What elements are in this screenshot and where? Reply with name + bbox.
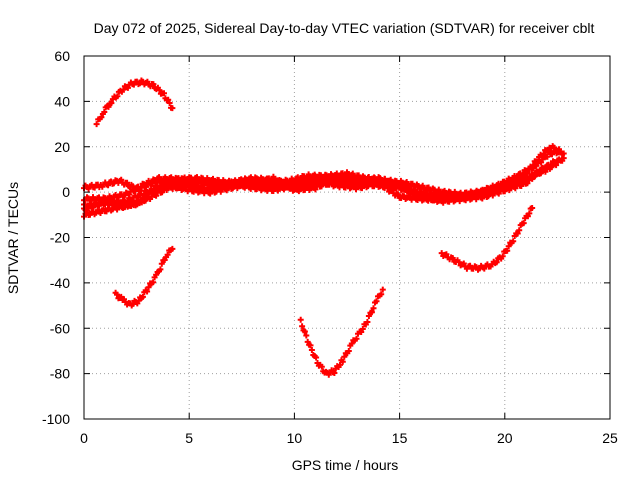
series-arc-1 xyxy=(93,77,176,128)
series-markers xyxy=(93,77,176,128)
x-tick-label: 5 xyxy=(185,430,193,446)
y-tick-label: -20 xyxy=(50,230,70,246)
axis-ticks: 0 5 10 15 20 25 -100 -80 -60 -40 -20 0 20 40 60 xyxy=(42,48,618,446)
y-tick-label: 20 xyxy=(54,139,70,155)
series-arc-3 xyxy=(297,286,386,378)
series-arc-2 xyxy=(112,245,176,309)
series-arc-4 xyxy=(438,205,536,273)
chart-title: Day 072 of 2025, Sidereal Day-to-day VTE… xyxy=(94,20,595,36)
series-markers xyxy=(81,161,555,210)
y-tick-label: 60 xyxy=(54,48,70,64)
y-tick-label: -80 xyxy=(50,366,70,382)
series-band-4 xyxy=(81,161,555,210)
y-tick-label: -100 xyxy=(42,411,70,427)
x-axis-label: GPS time / hours xyxy=(292,457,399,473)
series-markers xyxy=(112,245,176,309)
series-markers xyxy=(438,205,536,273)
y-axis-label: SDTVAR / TECUs xyxy=(5,182,21,294)
x-tick-label: 10 xyxy=(287,430,303,446)
x-tick-label: 0 xyxy=(80,430,88,446)
plot-frame xyxy=(83,55,611,420)
y-tick-label: -40 xyxy=(50,275,70,291)
grid xyxy=(84,56,610,419)
x-tick-label: 20 xyxy=(497,430,513,446)
y-tick-label: 40 xyxy=(54,93,70,109)
x-tick-label: 15 xyxy=(392,430,408,446)
data-points xyxy=(81,77,567,378)
series-markers xyxy=(297,286,386,378)
y-tick-label: 0 xyxy=(62,184,70,200)
x-tick-label: 25 xyxy=(602,430,618,446)
y-tick-label: -60 xyxy=(50,320,70,336)
